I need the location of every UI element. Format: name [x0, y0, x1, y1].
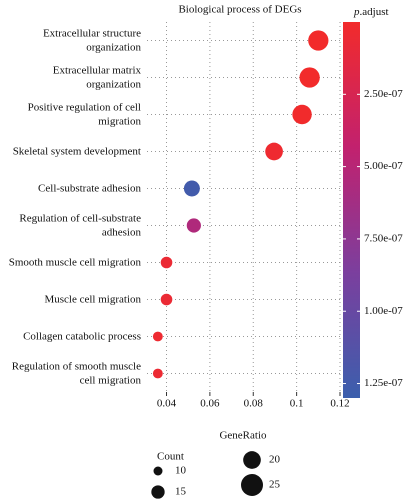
- y-tick-label: Collagen catabolic process: [23, 330, 141, 342]
- y-tick-label: Positive regulation of cell migration: [28, 101, 142, 127]
- dot: [152, 368, 163, 379]
- dot: [308, 30, 329, 51]
- x-tick-label: 0.12: [330, 398, 349, 410]
- y-tick-label: Smooth muscle cell migration: [9, 256, 142, 268]
- size-legend-label: 25: [269, 479, 281, 491]
- dot: [292, 104, 312, 125]
- color-tick-label: 2.50e-07: [364, 88, 403, 100]
- size-legend-label: 15: [175, 486, 187, 498]
- x-tick-label: 0.04: [157, 398, 177, 410]
- x-tick-label: 0.06: [200, 398, 220, 410]
- size-legend-dot: [241, 474, 263, 496]
- size-legend-dot: [243, 451, 261, 469]
- size-legend-label: 10: [175, 465, 187, 477]
- chart-title: Biological process of DEGs: [178, 4, 301, 16]
- dot: [299, 67, 320, 88]
- y-tick-label: Regulation of smooth muscle cell migratio…: [12, 360, 142, 386]
- dot: [152, 331, 163, 342]
- dot: [186, 218, 201, 233]
- dot: [160, 293, 173, 306]
- dot: [183, 180, 200, 197]
- y-tick-label: Cell-substrate adhesion: [38, 182, 141, 194]
- y-tick-label: Skeletal system development: [13, 145, 141, 157]
- x-tick-label: 0.08: [244, 398, 264, 410]
- color-bar: [343, 22, 360, 398]
- color-tick-label: 1.25e-07: [364, 377, 403, 389]
- x-tick-label: 0.1: [290, 398, 304, 410]
- size-legend-title: Count: [157, 451, 184, 463]
- size-legend-dot: [153, 466, 163, 476]
- y-tick-label: Muscle cell migration: [44, 293, 141, 305]
- color-tick-label: 7.50e-07: [364, 232, 403, 244]
- color-tick-label: 1.00e-07: [364, 305, 403, 317]
- y-tick-label: Extracellular matrix organization: [53, 64, 142, 90]
- size-legend-dot: [151, 485, 165, 499]
- x-axis-label: GeneRatio: [219, 430, 267, 442]
- color-legend-title-p: p: [353, 6, 360, 18]
- y-tick-label: Extracellular structure organization: [43, 27, 142, 53]
- color-legend-title-rest: .adjust: [360, 6, 389, 18]
- size-legend-label: 20: [269, 454, 281, 466]
- dot: [160, 256, 173, 269]
- color-tick-label: 5.00e-07: [364, 160, 403, 172]
- color-legend-title: p.adjust: [353, 6, 389, 18]
- y-tick-label: Regulation of cell-substrate adhesion: [19, 212, 141, 238]
- dot: [265, 142, 283, 161]
